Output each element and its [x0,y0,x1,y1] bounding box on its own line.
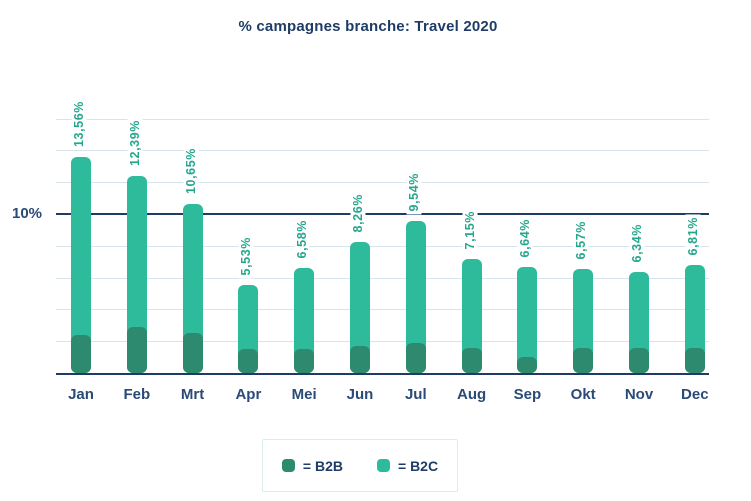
bar-jan-b2b-segment [71,335,91,373]
bar-value-label-nov: 6,34% [630,220,645,265]
x-axis-label-apr: Apr [235,386,262,403]
bar-okt-b2b-segment [573,348,594,373]
legend-label-b2b: = B2B [302,457,343,474]
legend-item-b2b: = B2B [281,457,343,474]
x-axis-label-mei: Mei [291,386,317,403]
bar-mei [294,268,315,373]
x-axis-label-jul: Jul [404,386,427,403]
bar-dec [684,265,705,373]
bar-mei-b2b-segment [294,349,315,373]
x-axis-line [56,373,709,375]
bar-mrt-b2b-segment [182,333,203,373]
bar-sep-b2b-segment [517,357,538,373]
bar-value-label-dec: 6,81% [685,213,701,258]
y-axis-label-10pct: 10% [12,205,43,222]
gridline-10pct [56,213,709,215]
bar-apr-b2b-segment [238,349,259,373]
bar-value-label-mei: 6,58% [295,216,310,261]
bar-jun-b2b-segment [350,346,370,373]
bar-nov-b2b-segment [629,348,649,373]
bar-value-label-jan: 13,56% [72,98,87,150]
chart-title: % campagnes branche: Travel 2020 [238,18,498,35]
bar-jul [405,221,426,373]
x-axis-label-okt: Okt [570,386,596,403]
bar-mrt [182,204,203,373]
gridline-8pct [56,245,709,247]
bar-value-label-jul: 9,54% [406,169,422,214]
legend-item-b2c: = B2C [377,458,438,474]
gridline-12pct [56,182,709,184]
x-axis-label-sep: Sep [513,386,542,403]
bar-jun [350,242,370,373]
gridline-4pct [56,309,709,311]
x-axis-label-dec: Dec [681,386,709,403]
bar-okt [573,269,594,373]
bar-value-label-jun: 8,26% [351,190,366,235]
bar-value-label-aug: 7,15% [462,207,478,252]
bar-apr [238,285,259,373]
bar-aug [461,259,482,373]
bar-sep [517,267,538,373]
bar-value-label-apr: 5,53% [239,233,254,278]
bar-value-label-okt: 6,57% [574,217,589,262]
x-axis-label-nov: Nov [624,386,654,403]
x-axis-label-feb: Feb [123,386,151,403]
gridline-2pct [56,341,709,343]
bar-feb-b2b-segment [126,327,147,373]
legend-label-b2c: = B2C [398,457,439,474]
bar-dec-b2b-segment [684,348,705,373]
x-axis-label-aug: Aug [457,386,487,403]
bar-nov [629,272,649,373]
bar-value-label-sep: 6,64% [518,215,533,260]
bar-jan [71,157,91,373]
legend: = B2B = B2C [262,439,458,492]
b2c-swatch-icon [377,459,390,472]
gridline-14pct [56,150,709,152]
bar-aug-b2b-segment [461,348,482,373]
bar-value-label-mrt: 10,65% [183,145,199,197]
x-axis-label-jan: Jan [68,386,94,403]
x-axis-label-jun: Jun [346,386,374,403]
bar-feb [126,176,147,373]
bar-value-label-feb: 12,39% [127,117,143,169]
x-axis-label-mrt: Mrt [180,386,205,403]
b2b-swatch-icon [281,459,295,472]
bar-jul-b2b-segment [405,343,426,373]
gridline-16pct [56,118,709,120]
gridline-6pct [56,277,709,279]
